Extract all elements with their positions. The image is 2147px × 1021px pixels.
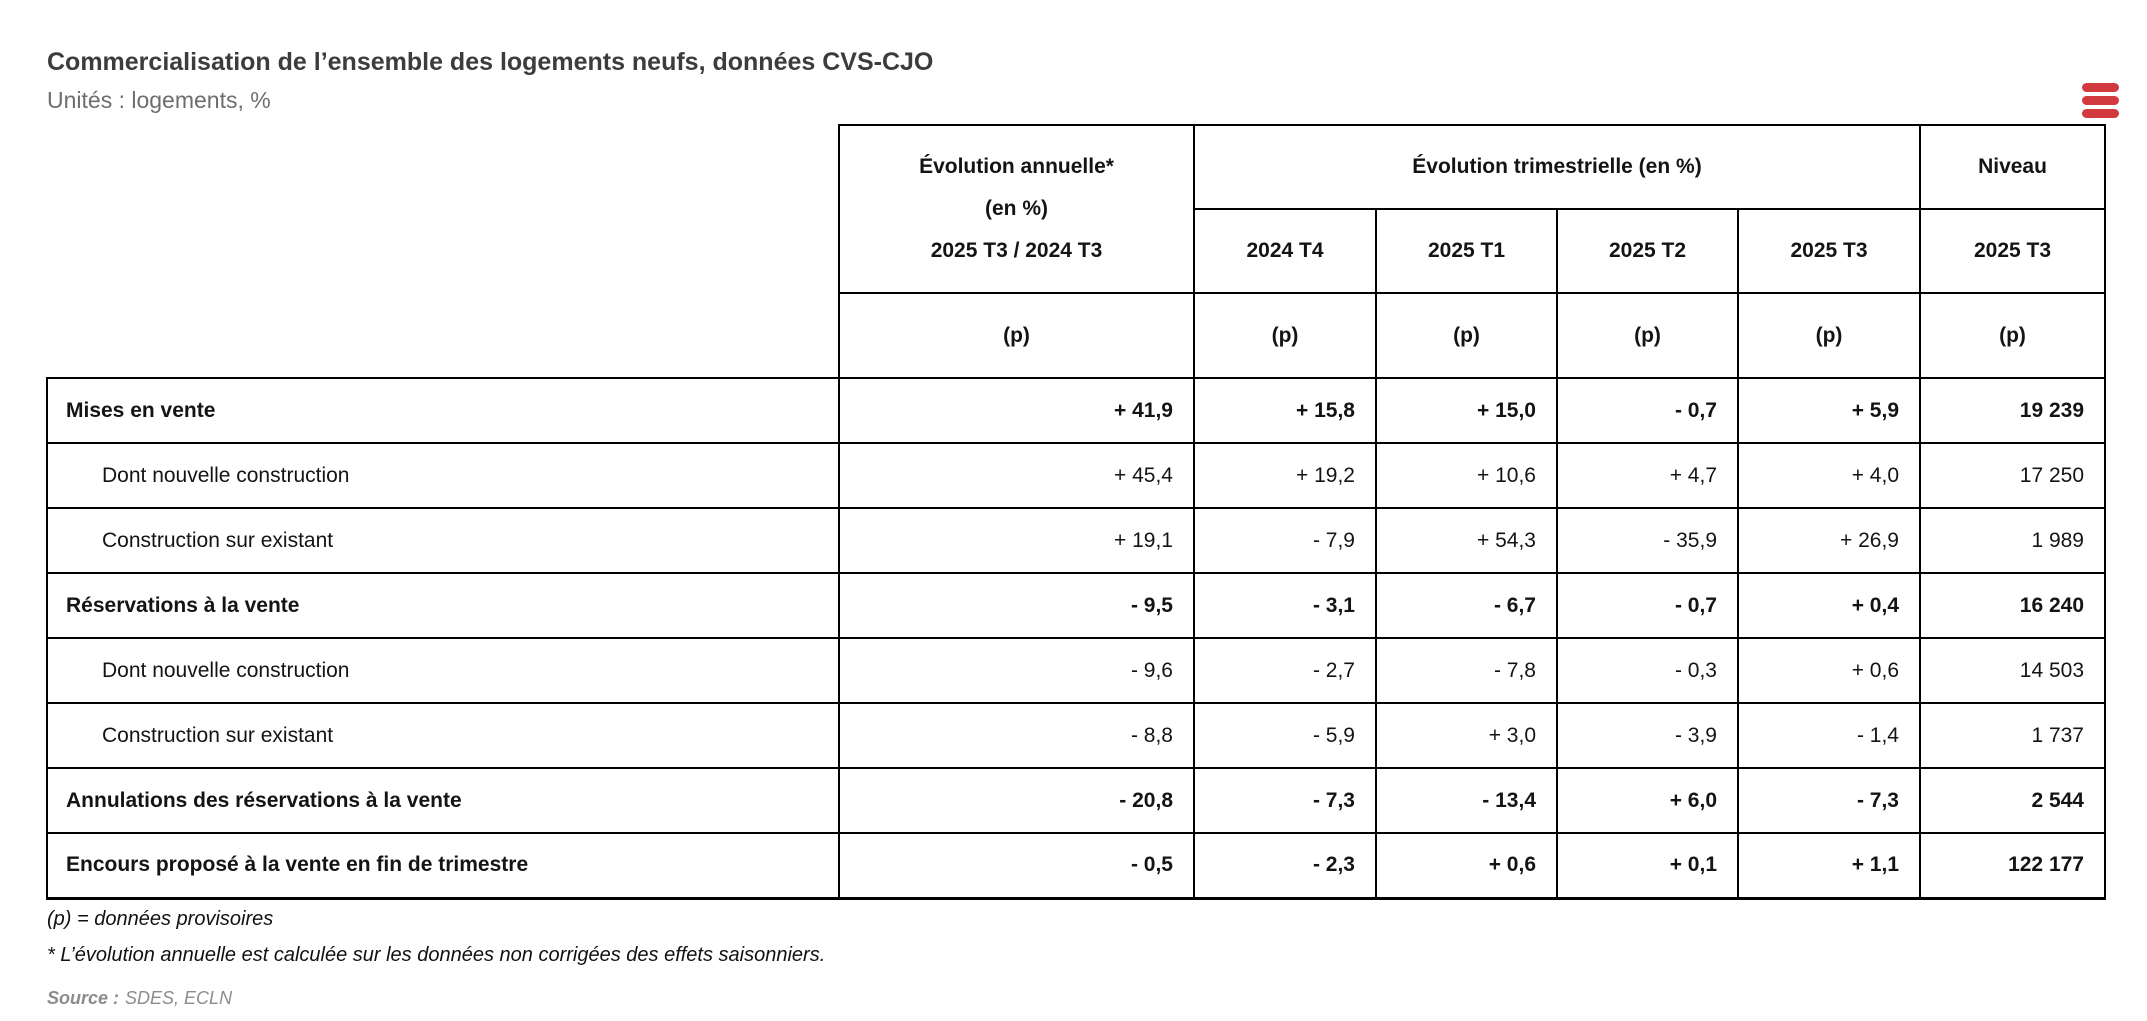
col-header-annual-evolution: Évolution annuelle* (en %) 2025 T3 / 202… <box>838 124 1195 294</box>
row-value: - 0,7 <box>1556 572 1739 639</box>
row-value: + 19,1 <box>838 507 1195 574</box>
row-label: Dont nouvelle construction <box>46 637 840 704</box>
source-value: SDES, ECLN <box>125 988 233 1008</box>
row-value: - 7,9 <box>1193 507 1377 574</box>
row-value: 16 240 <box>1919 572 2106 639</box>
table-row: Construction sur existant - 8,8- 5,9 + 3,0… <box>46 702 2106 769</box>
row-value: + 3,0 <box>1375 702 1558 769</box>
footnote-provisional: (p) = données provisoires <box>47 908 274 930</box>
row-label: Dont nouvelle construction <box>46 442 840 509</box>
row-value: 17 250 <box>1919 442 2106 509</box>
provisional-marker: (p) <box>1193 292 1377 379</box>
row-value: + 1,1 <box>1737 832 1921 900</box>
footnote-annual-evolution: * L’évolution annuelle est calculée sur … <box>47 944 826 966</box>
context-menu-button[interactable] <box>2082 82 2120 118</box>
row-label: Réservations à la vente <box>46 572 840 639</box>
row-value: + 15,0 <box>1375 377 1558 444</box>
row-value: + 15,8 <box>1193 377 1377 444</box>
row-value: + 0,1 <box>1556 832 1739 900</box>
row-value: 19 239 <box>1919 377 2106 444</box>
table-row: Mises en vente + 41,9 + 15,8 + 15,0- 0,7 + 5… <box>46 377 2106 444</box>
source-line: Source : SDES, ECLN <box>47 988 232 1009</box>
col-header-quarter-2025t3: 2025 T3 <box>1737 208 1921 294</box>
row-label: Construction sur existant <box>46 507 840 574</box>
table-row: Réservations à la vente - 9,5- 3,1- 6,7- … <box>46 572 2106 639</box>
row-value: 1 989 <box>1919 507 2106 574</box>
row-value: + 54,3 <box>1375 507 1558 574</box>
row-value: 122 177 <box>1919 832 2106 900</box>
row-value: + 4,7 <box>1556 442 1739 509</box>
annual-header-line3: 2025 T3 / 2024 T3 <box>930 239 1103 262</box>
col-header-quarter-2025t2: 2025 T2 <box>1556 208 1739 294</box>
col-header-niveau: Niveau <box>1919 124 2106 210</box>
row-value: 2 544 <box>1919 767 2106 834</box>
row-value: - 0,5 <box>838 832 1195 900</box>
row-value: - 7,3 <box>1193 767 1377 834</box>
col-header-quarter-2025t1: 2025 T1 <box>1375 208 1558 294</box>
row-value: + 4,0 <box>1737 442 1921 509</box>
header-spacer-cell <box>47 125 839 378</box>
row-value: 1 737 <box>1919 702 2106 769</box>
row-value: + 45,4 <box>838 442 1195 509</box>
row-value: - 9,6 <box>838 637 1195 704</box>
row-value: 14 503 <box>1919 637 2106 704</box>
row-value: - 9,5 <box>838 572 1195 639</box>
row-value: - 20,8 <box>838 767 1195 834</box>
annual-header-line1: Évolution annuelle* <box>919 155 1114 178</box>
table-row: Encours proposé à la vente en fin de tri… <box>46 832 2106 900</box>
row-label: Mises en vente <box>46 377 840 444</box>
row-value: - 6,7 <box>1375 572 1558 639</box>
row-value: - 2,7 <box>1193 637 1377 704</box>
data-table: Évolution annuelle* (en %) 2025 T3 / 202… <box>46 124 2106 900</box>
row-value: - 0,7 <box>1556 377 1739 444</box>
row-value: - 7,3 <box>1737 767 1921 834</box>
row-value: + 0,6 <box>1737 637 1921 704</box>
provisional-marker: (p) <box>1919 292 2106 379</box>
provisional-marker: (p) <box>1737 292 1921 379</box>
page-subtitle: Unités : logements, % <box>47 87 271 113</box>
row-label: Encours proposé à la vente en fin de tri… <box>46 832 840 900</box>
col-header-quarterly-group: Évolution trimestrielle (en %) <box>1193 124 1921 210</box>
row-value: - 3,9 <box>1556 702 1739 769</box>
row-value: + 10,6 <box>1375 442 1558 509</box>
table-body: Mises en vente + 41,9 + 15,8 + 15,0- 0,7 + 5… <box>46 377 2106 900</box>
row-value: - 7,8 <box>1375 637 1558 704</box>
hamburger-menu-icon <box>2082 82 2120 118</box>
row-label: Annulations des réservations à la vente <box>46 767 840 834</box>
provisional-marker: (p) <box>838 292 1195 379</box>
provisional-marker: (p) <box>1556 292 1739 379</box>
annual-header-line2: (en %) <box>985 197 1048 220</box>
row-value: - 0,3 <box>1556 637 1739 704</box>
table-row: Dont nouvelle construction + 45,4 + 19,2 + … <box>46 442 2106 509</box>
table-row: Annulations des réservations à la vente -… <box>46 767 2106 834</box>
row-value: - 13,4 <box>1375 767 1558 834</box>
row-value: - 2,3 <box>1193 832 1377 900</box>
row-value: + 5,9 <box>1737 377 1921 444</box>
row-value: - 8,8 <box>838 702 1195 769</box>
row-value: + 0,4 <box>1737 572 1921 639</box>
col-header-niveau-quarter: 2025 T3 <box>1919 208 2106 294</box>
source-label: Source : <box>47 988 120 1008</box>
col-header-quarter-2024t4: 2024 T4 <box>1193 208 1377 294</box>
row-value: + 41,9 <box>838 377 1195 444</box>
row-value: + 0,6 <box>1375 832 1558 900</box>
table-row: Dont nouvelle construction - 9,6- 2,7- 7,… <box>46 637 2106 704</box>
row-value: - 5,9 <box>1193 702 1377 769</box>
row-value: - 1,4 <box>1737 702 1921 769</box>
table-row: Construction sur existant + 19,1- 7,9 + 54… <box>46 507 2106 574</box>
provisional-marker: (p) <box>1375 292 1558 379</box>
row-label: Construction sur existant <box>46 702 840 769</box>
table-header: Évolution annuelle* (en %) 2025 T3 / 202… <box>47 124 2106 379</box>
row-value: + 26,9 <box>1737 507 1921 574</box>
row-value: - 3,1 <box>1193 572 1377 639</box>
row-value: + 6,0 <box>1556 767 1739 834</box>
row-value: + 19,2 <box>1193 442 1377 509</box>
row-value: - 35,9 <box>1556 507 1739 574</box>
page-title: Commercialisation de l’ensemble des loge… <box>47 48 934 76</box>
